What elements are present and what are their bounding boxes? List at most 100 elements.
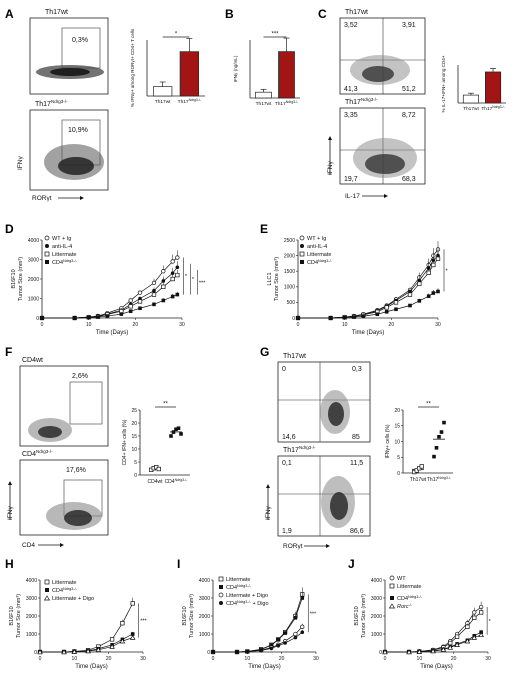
b-bar-bar-0 — [255, 91, 272, 99]
h-line-ytick-label-3: 3000 — [26, 596, 37, 602]
panel-e-legend: WT + Ig anti-IL-4 Littermate CD4Ndrg3-/- — [299, 235, 333, 266]
j-line-ytick-label-0: 0 — [379, 650, 382, 656]
panel-c-bottom-density-core — [365, 154, 405, 174]
panel-g-bottom-q4: 86,6 — [350, 528, 364, 535]
panel-f-bottom-label: CD4Ndrg3-/- — [22, 449, 53, 458]
f-dot-group-1-point-2 — [174, 427, 178, 432]
panel-a-top-density-core — [50, 68, 90, 76]
e-line-series-2-point-10 — [426, 270, 431, 275]
panel-c-bottom-q2: 8,72 — [402, 112, 416, 119]
legend-i-marker-1 — [218, 576, 224, 582]
panel-g-y-arrowhead — [266, 484, 270, 488]
j-line-xtick-label-2: 20 — [451, 656, 457, 662]
panel-d-legend: WT + Ig anti-IL-4 Littermate CD4Ndrg3-/- — [44, 235, 78, 266]
d-line-ytick-label-3: 3000 — [28, 257, 39, 263]
e-line-ytick-label-4: 2000 — [284, 253, 295, 259]
panel-c-top-q2: 3,91 — [402, 22, 416, 29]
h-line-xtick-label-2: 20 — [106, 656, 112, 662]
e-line-xtick-label-3: 30 — [435, 322, 441, 328]
i-line-series-1-point-4 — [269, 643, 274, 647]
panel-g-top-density-core — [328, 402, 344, 426]
panel-a-x-axis-label: RORγt — [32, 195, 52, 202]
d-line-series-1-point-8 — [152, 288, 156, 293]
h-line-xtick-label-1: 10 — [72, 656, 78, 662]
panel-g-top-label: Th17wt — [283, 353, 306, 360]
panel-letter-f: F — [5, 345, 12, 359]
a-bar-ylabel: % IFNγ+ among RORγt+ CD4+ T cells — [130, 28, 135, 107]
d-line-series-2-point-8 — [151, 292, 157, 297]
e-line-ytick-label-5: 2500 — [284, 238, 295, 244]
d-line-series-2-point-7 — [137, 299, 143, 304]
j-line-series-3-point-7 — [464, 638, 471, 644]
d-line-ytick-label-1: 1000 — [28, 296, 39, 302]
e-line-series-2-point-11 — [431, 262, 436, 268]
j-line-series-1-point-7 — [465, 624, 470, 629]
b-bar-sig-label: *** — [271, 32, 279, 38]
g-dot-ytick-label-2: 10 — [394, 439, 400, 445]
legend-j-marker-4 — [388, 603, 396, 609]
j-line-xtick-label-1: 10 — [417, 656, 423, 662]
legend-h-label-2: CD4Ndrg3-/- — [52, 587, 78, 594]
g-dot-group-1-point-0 — [432, 454, 436, 459]
d-line-xlabel: Time (Days) — [96, 330, 128, 336]
h-line-series-0-point-7 — [130, 601, 135, 606]
d-line-series-2-point-10 — [170, 276, 175, 282]
j-line-series-line-0 — [385, 606, 482, 653]
j-line-series-3-point-9 — [478, 631, 484, 638]
panel-c-bottom-label: Th17Ndrg3-/- — [345, 97, 378, 106]
e-line-series-3-point-1 — [328, 316, 333, 320]
panel-f-x-arrowhead — [60, 543, 64, 547]
panel-a-x-arrowhead — [80, 196, 84, 200]
d-line-series-0-point-9 — [161, 269, 166, 274]
h-line-ytick-label-0: 0 — [34, 650, 37, 656]
d-line-series-2-point-11 — [175, 272, 180, 278]
panel-c-x-arrowhead — [384, 194, 388, 198]
c-bar-bar-0 — [462, 94, 479, 104]
panel-letter-c: C — [318, 7, 327, 21]
legend-e-marker-1 — [299, 235, 305, 241]
legend-e-marker-3 — [299, 251, 305, 257]
i-line-ytick-label-1: 1000 — [199, 632, 210, 638]
c-bar-bar-1 — [485, 71, 502, 104]
i-line-sig-label-0: *** — [310, 611, 317, 617]
j-line-series-3-point-1 — [406, 649, 412, 655]
j-line-series-3-point-5 — [447, 644, 454, 650]
b-bar-tick-label-0: Th17wt — [256, 101, 272, 107]
panel-g-bottom-q1: 0,1 — [282, 460, 292, 467]
panel-g-flow: Th17wt 0 0,3 14,6 85 Th17Ndrg3-/- 0,1 11… — [265, 353, 371, 550]
g-dot-group-1-point-4 — [442, 420, 446, 425]
e-line-series-2-point-8 — [407, 292, 413, 297]
d-line-series-3-point-1 — [72, 316, 77, 320]
legend-j-label-3: CD4Ndrg3-/- — [397, 595, 423, 602]
i-line-series-3-point-2 — [245, 649, 250, 654]
legend-d-marker-1 — [44, 235, 50, 241]
d-line-xtick-label-1: 10 — [86, 322, 92, 328]
legend-d-label-3: Littermate — [52, 252, 76, 258]
d-line-series-3-point-9 — [161, 298, 166, 303]
legend-d-label-2: anti-IL-4 — [52, 244, 72, 250]
i-line-ytick-label-4: 4000 — [199, 578, 210, 584]
h-line-series-0-point-6 — [120, 621, 125, 626]
panel-c-y-axis-label: IFNγ — [327, 161, 334, 175]
legend-e-label-2: anti-IL-4 — [307, 244, 327, 250]
g-dot-group-1-point-3 — [439, 430, 444, 434]
panel-g-x-arrowhead — [326, 544, 330, 548]
legend-j-label-1: WT — [397, 576, 406, 582]
e-line-xtick-label-0: 0 — [297, 322, 300, 328]
panel-f-x-axis-label: CD4 — [22, 542, 35, 549]
d-line-xtick-label-2: 20 — [133, 322, 139, 328]
i-line-ytick-label-2: 2000 — [199, 614, 210, 620]
d-line-sig-label-0: * — [185, 274, 188, 280]
panel-f-top-pct: 2,6% — [72, 373, 88, 380]
d-line-series-1-point-11 — [175, 265, 180, 270]
i-line-series-2-point-8 — [300, 624, 305, 629]
j-line-series-3-point-6 — [454, 641, 460, 647]
panel-letter-d: D — [5, 222, 14, 236]
i-line-series-1-point-8 — [300, 596, 305, 600]
j-line-ytick-label-2: 2000 — [371, 614, 382, 620]
legend-i-label-3: Littermate + Digo — [226, 593, 268, 599]
e-line-sig-label-0: * — [446, 268, 449, 274]
g-dot-ytick-label-3: 15 — [394, 424, 400, 430]
e-line-ytick-label-0: 0 — [292, 316, 295, 322]
e-line-xlabel: Time (Days) — [352, 330, 384, 336]
